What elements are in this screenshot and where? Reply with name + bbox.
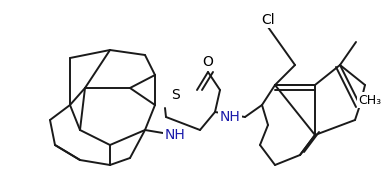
Text: NH: NH (219, 110, 240, 124)
Text: Cl: Cl (261, 13, 275, 27)
Text: NH: NH (165, 128, 185, 142)
Text: O: O (203, 55, 213, 69)
Text: S: S (171, 88, 179, 102)
Text: CH₃: CH₃ (358, 93, 382, 106)
